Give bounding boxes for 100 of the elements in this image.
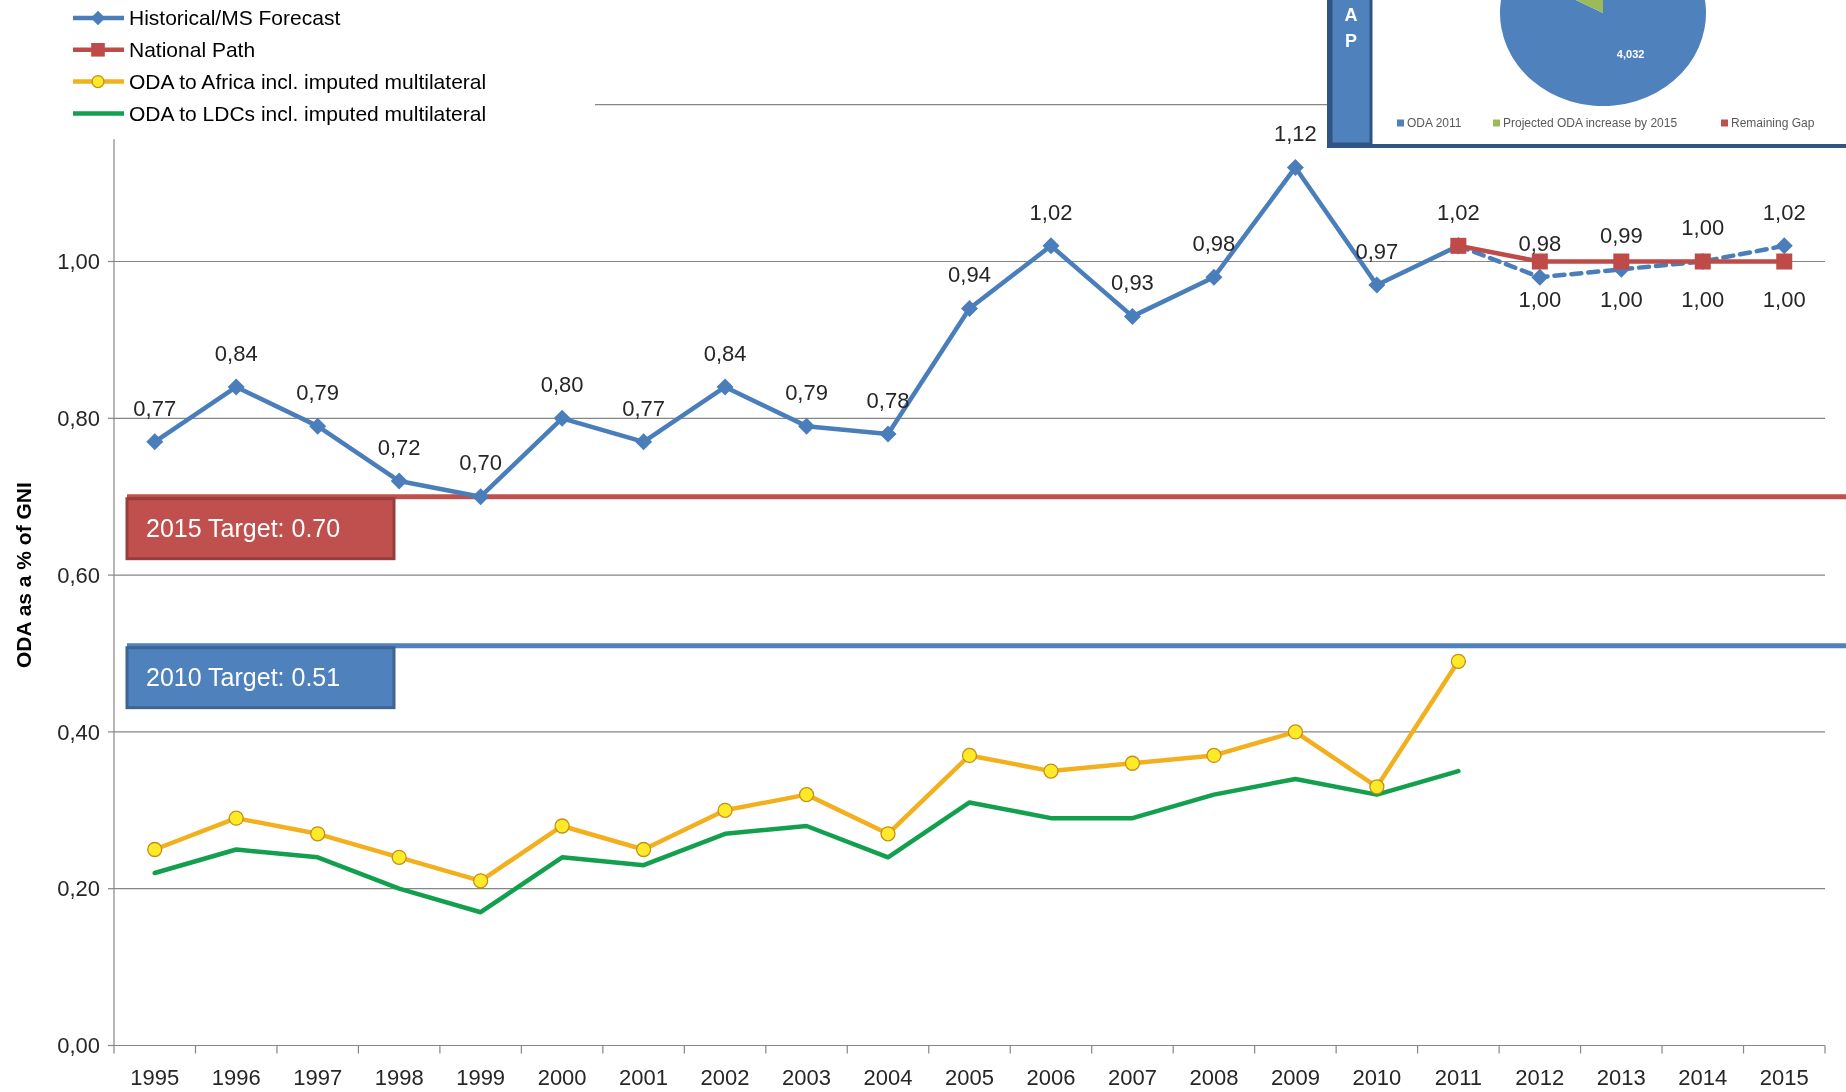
y-tick-label: 0,60: [57, 562, 100, 588]
point: [1776, 253, 1793, 270]
legend-label: National Path: [129, 38, 256, 62]
data-label: 1,00: [1681, 215, 1725, 241]
legend-label: Projected ODA increase by 2015: [1503, 116, 1678, 131]
point: [1043, 763, 1059, 779]
point: [717, 802, 733, 818]
point: [553, 409, 571, 427]
data-label: 0,79: [785, 379, 828, 405]
point: [716, 378, 734, 396]
y-tick-label: 0,20: [57, 876, 100, 902]
data-label: 0,77: [133, 395, 177, 421]
point: [391, 849, 407, 865]
point: [1775, 237, 1793, 255]
x-tick-label: 1999: [456, 1064, 506, 1090]
data-label: 0,99: [1599, 223, 1643, 249]
point: [798, 417, 816, 435]
data-label: 0,97: [1355, 238, 1399, 264]
point: [390, 472, 408, 490]
x-tick-label: 2005: [945, 1064, 994, 1090]
y-axis-title: ODA as a % of GNI: [12, 482, 36, 669]
legend-label: ODA to Africa incl. imputed multilateral: [129, 69, 487, 93]
data-label: 0,77: [622, 395, 666, 421]
data-label: 0,79: [296, 379, 340, 405]
point: [1287, 724, 1304, 740]
data-label: 1,00: [1518, 287, 1562, 313]
data-label: 0,94: [948, 262, 991, 288]
y-tick-label: 0,40: [57, 719, 100, 745]
data-label: 0,93: [1111, 270, 1154, 296]
point: [879, 425, 897, 443]
point: [635, 841, 652, 858]
point: [1286, 158, 1304, 176]
point: [1124, 755, 1141, 771]
point: [472, 488, 490, 506]
point: [472, 873, 489, 889]
x-tick-label: 1998: [374, 1064, 424, 1090]
point: [635, 433, 653, 451]
x-tick-label: 2013: [1596, 1064, 1646, 1090]
data-label: 4,032: [1616, 48, 1645, 61]
point: [1206, 747, 1222, 764]
point: [1123, 307, 1141, 325]
point: [1042, 237, 1060, 255]
legend-label: ODA to LDCs incl. imputed multilateral: [129, 101, 487, 125]
y-tick-label: 0,80: [57, 406, 100, 431]
x-tick-label: 2002: [700, 1064, 750, 1090]
x-tick-label: 2006: [1026, 1064, 1076, 1090]
x-tick-label: 2007: [1107, 1064, 1157, 1090]
point: [1613, 253, 1630, 270]
data-label: 1,02: [1029, 199, 1073, 225]
point: [228, 810, 244, 826]
y-tick-label: 1,00: [57, 249, 100, 275]
x-tick-label: 2009: [1270, 1064, 1320, 1090]
point: [227, 378, 245, 396]
x-tick-label: 2011: [1434, 1064, 1483, 1090]
x-tick-label: 2004: [863, 1064, 913, 1090]
data-label: 0,84: [703, 340, 747, 366]
point: [554, 818, 570, 834]
x-tick-label: 2003: [782, 1064, 832, 1090]
point: [880, 826, 896, 842]
line-series: [152, 768, 1461, 915]
legend-label: ODA 2011: [1407, 116, 1462, 131]
point: [1368, 276, 1386, 294]
point: [1205, 268, 1223, 286]
data-label: 0,84: [214, 340, 258, 366]
data-label: 0,98: [1192, 230, 1236, 256]
ref-line-label: 2010 Target: 0.51: [146, 663, 341, 692]
x-tick-label: 2008: [1189, 1064, 1239, 1090]
point: [147, 841, 163, 858]
data-label: 1,02: [1762, 199, 1806, 225]
point: [310, 826, 326, 842]
data-label: 1,12: [1273, 121, 1317, 147]
data-label: 0,70: [459, 450, 503, 476]
data-label: 0,78: [866, 387, 910, 413]
point: [1369, 779, 1385, 795]
x-tick-label: 1997: [293, 1064, 343, 1090]
legend-label: Historical/MS Forecast: [129, 6, 341, 30]
x-tick-label: 2015: [1759, 1064, 1809, 1090]
point: [961, 747, 978, 764]
point: [309, 417, 327, 435]
x-tick-label: 2000: [537, 1064, 587, 1090]
ref-line-label: 2015 Target: 0.70: [146, 514, 341, 543]
x-tick-label: 1996: [211, 1064, 261, 1090]
legend-label: Remaining Gap: [1731, 116, 1815, 131]
x-tick-label: 1995: [130, 1064, 180, 1090]
data-label: 0,72: [377, 434, 421, 460]
data-label: 1,02: [1436, 199, 1480, 225]
x-tick-label: 2001: [619, 1064, 669, 1090]
x-tick-label: 2014: [1678, 1064, 1728, 1090]
point: [1450, 653, 1467, 669]
x-tick-label: 2012: [1515, 1064, 1565, 1090]
point: [961, 300, 978, 318]
data-label: 0,80: [540, 372, 584, 397]
text: AP: [1344, 4, 1358, 51]
data-label: 1,00: [1762, 287, 1806, 313]
x-tick-label: 2010: [1352, 1064, 1402, 1090]
point: [1531, 268, 1549, 286]
y-tick-label: 0,00: [57, 1033, 100, 1059]
point: [146, 433, 164, 451]
data-label: 1,00: [1599, 287, 1643, 313]
point: [798, 786, 815, 803]
